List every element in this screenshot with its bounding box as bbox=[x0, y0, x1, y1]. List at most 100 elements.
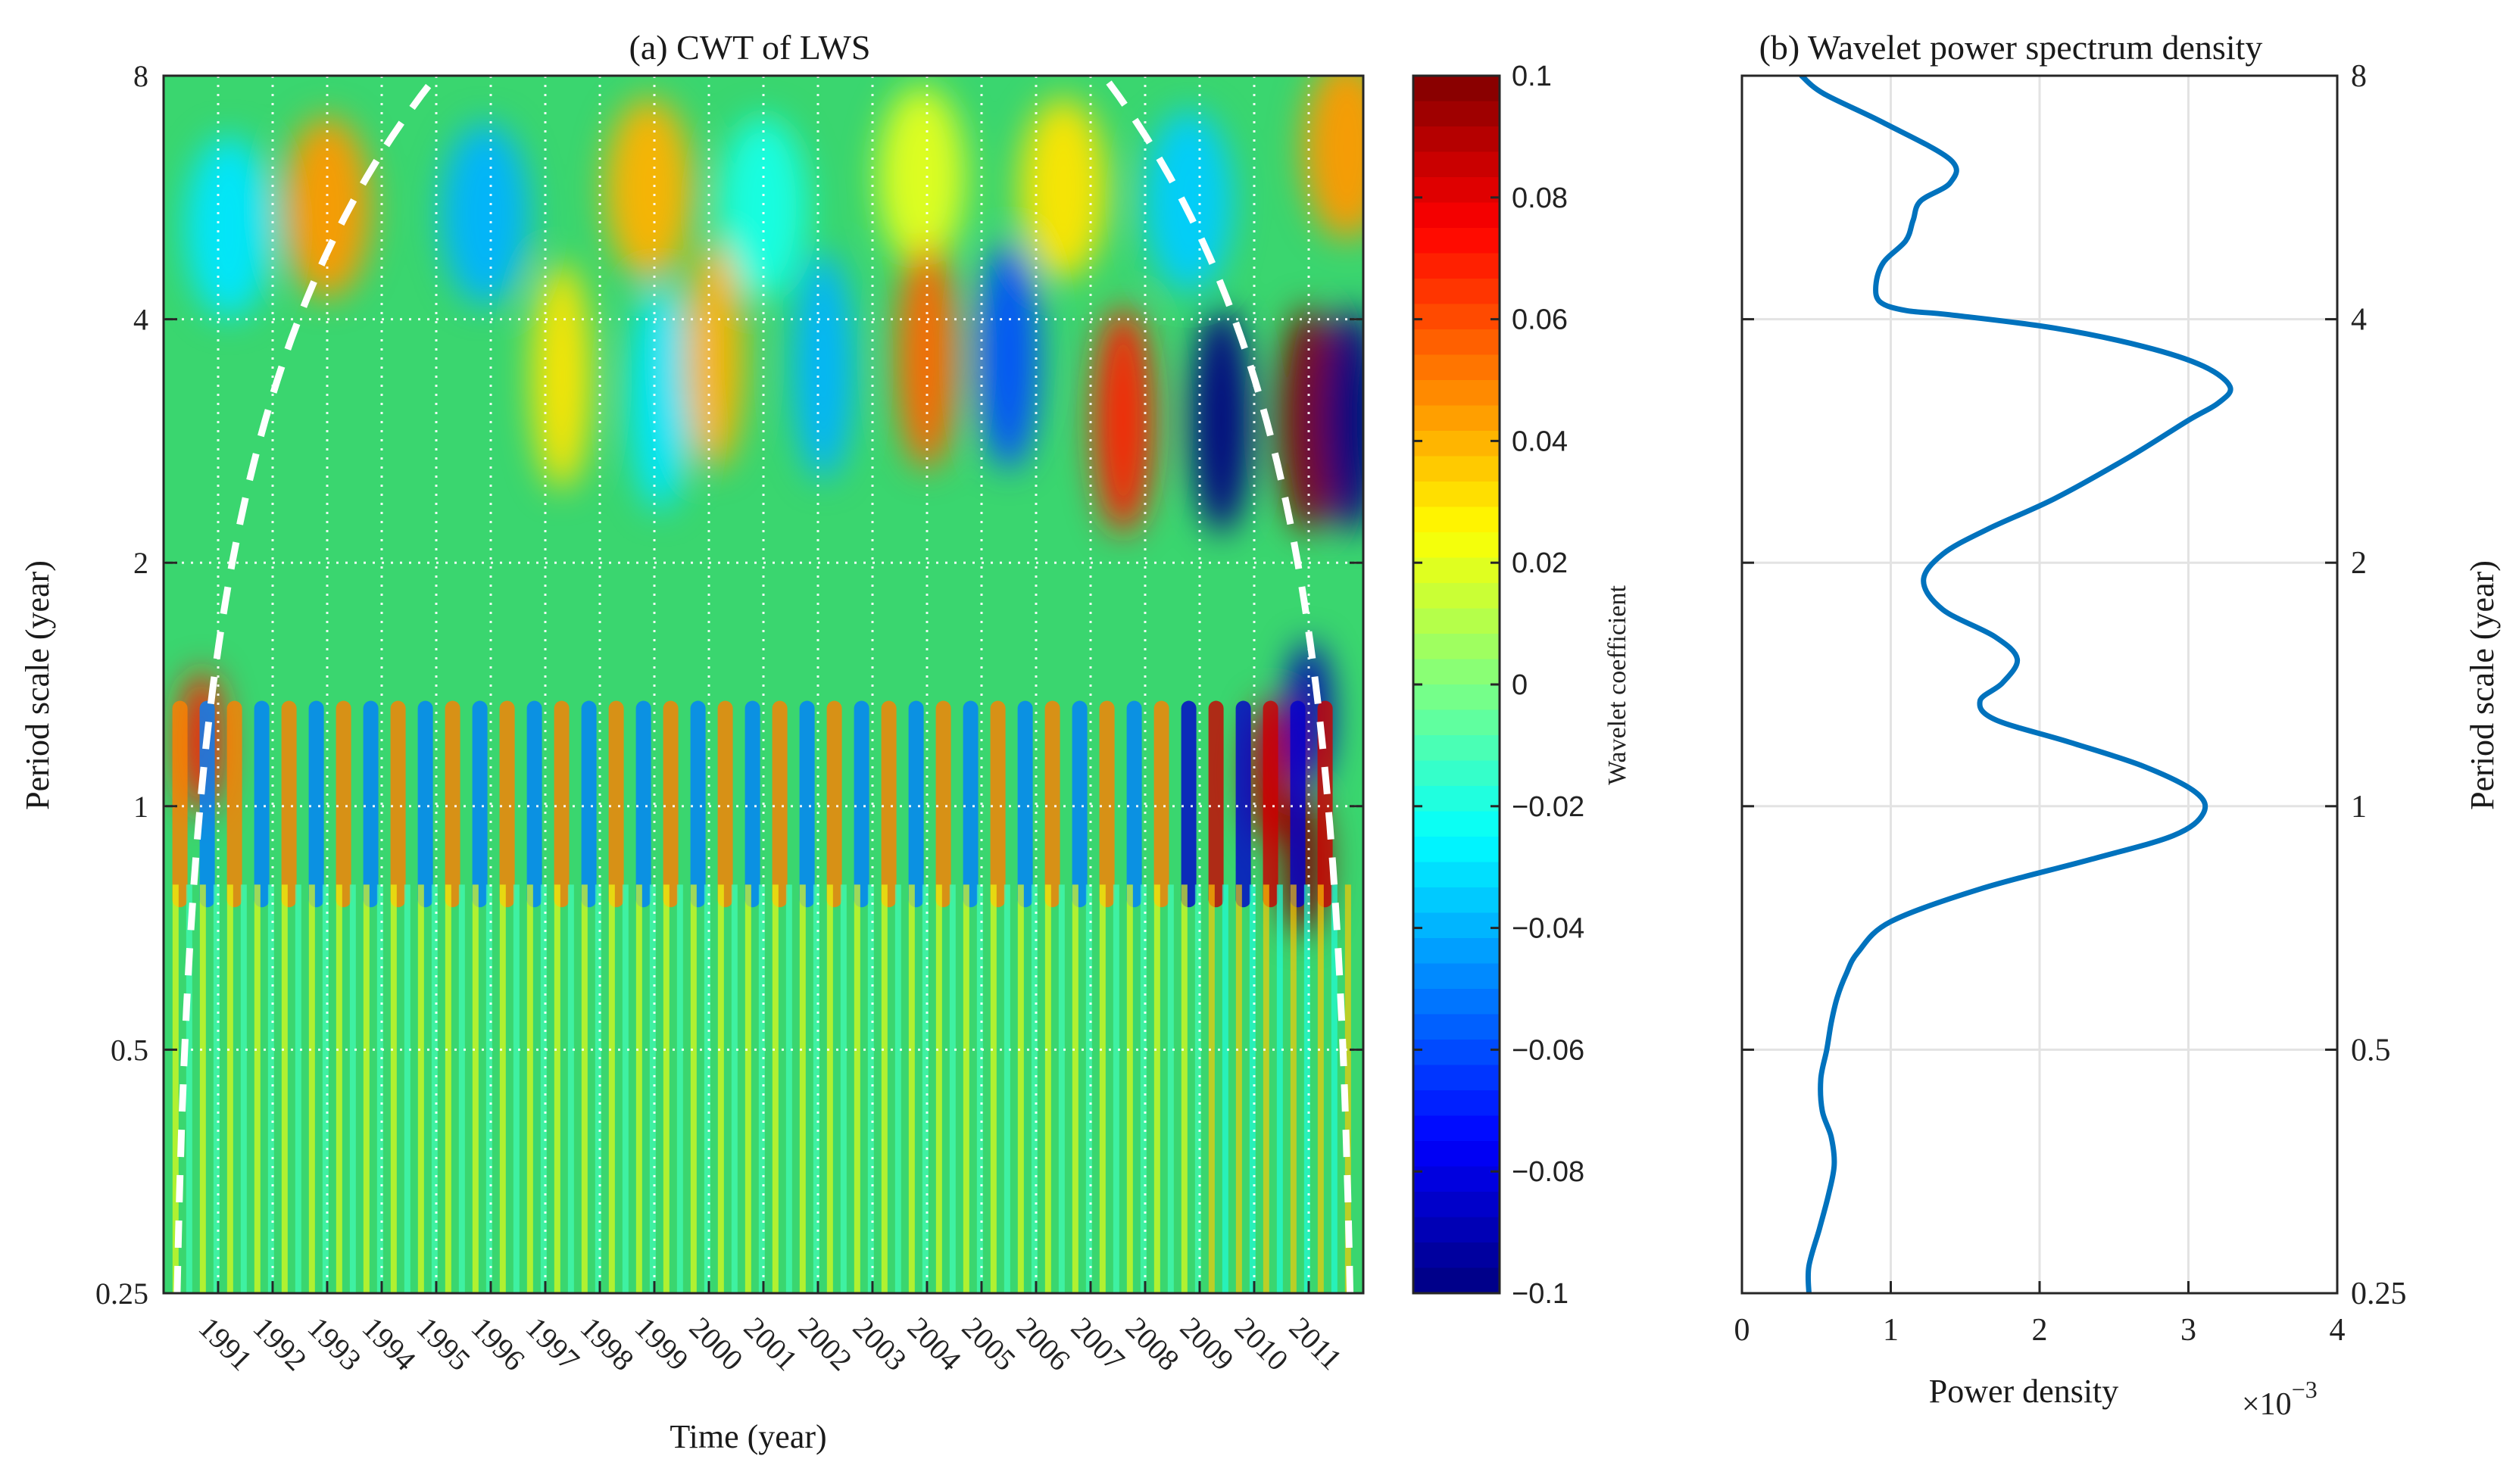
subannual-stripe bbox=[649, 884, 656, 1293]
panel-b-y-label: Period scale (year) bbox=[2464, 560, 2501, 810]
annual-band-stripe bbox=[472, 700, 488, 908]
panel-b-x-tick-label: 2 bbox=[2032, 1313, 2048, 1348]
x-tick-label: 1996 bbox=[465, 1311, 532, 1377]
colorbar-tick-label: −0.08 bbox=[1512, 1156, 1584, 1188]
colorbar-label: Wavelet coefficient bbox=[1603, 585, 1631, 785]
panel-b-y-tick-label: 0.25 bbox=[2351, 1277, 2407, 1311]
subannual-stripe bbox=[608, 884, 615, 1293]
cone-of-influence-right bbox=[1100, 76, 1354, 1293]
subannual-stripe bbox=[1167, 884, 1174, 1293]
subannual-stripe bbox=[199, 884, 206, 1293]
colorbar-step bbox=[1413, 482, 1500, 508]
subannual-stripe bbox=[1194, 884, 1201, 1293]
colorbar-step bbox=[1413, 963, 1500, 990]
subannual-stripe bbox=[1113, 884, 1119, 1293]
subannual-stripe bbox=[826, 884, 833, 1293]
subannual-stripe bbox=[635, 884, 642, 1293]
colorbar-step bbox=[1413, 405, 1500, 432]
subannual-stripe bbox=[363, 884, 370, 1293]
annual-band-stripe bbox=[854, 700, 869, 908]
subannual-stripe bbox=[963, 884, 969, 1293]
colorbar-step bbox=[1413, 279, 1500, 305]
annual-band-stripe bbox=[390, 700, 406, 908]
subannual-stripe bbox=[622, 884, 629, 1293]
annual-band-stripe bbox=[581, 700, 597, 908]
annual-band-stripe bbox=[1208, 700, 1224, 908]
heatmap-feature bbox=[1322, 307, 1363, 535]
colorbar-step bbox=[1413, 507, 1500, 533]
x-tick-label: 1991 bbox=[192, 1311, 259, 1377]
subannual-stripe bbox=[336, 884, 342, 1293]
subannual-stripe bbox=[717, 884, 724, 1293]
subannual-stripe bbox=[349, 884, 356, 1293]
subannual-stripe bbox=[186, 884, 192, 1293]
annual-band-stripe bbox=[1181, 700, 1197, 908]
annual-band-stripe bbox=[254, 700, 270, 908]
annual-band-stripe bbox=[690, 700, 706, 908]
x-tick-label: 2004 bbox=[901, 1311, 968, 1377]
panel-a-x-ticks: 1991199219931994199519961997199819992000… bbox=[192, 1281, 1349, 1377]
panel-b-x-ticks: 0 1 2 3 4 bbox=[1734, 1281, 2346, 1348]
panel-b-x-label: Power density bbox=[1929, 1373, 2119, 1410]
heatmap-feature bbox=[1019, 98, 1107, 280]
subannual-stripe bbox=[308, 884, 315, 1293]
colorbar-tick-label: −0.04 bbox=[1512, 913, 1584, 945]
annual-band-stripe bbox=[1317, 700, 1333, 908]
subannual-stripe bbox=[1153, 884, 1160, 1293]
annual-band-stripe bbox=[308, 700, 324, 908]
colorbar-step bbox=[1413, 1115, 1500, 1142]
colorbar-step bbox=[1413, 1040, 1500, 1066]
heatmap-feature bbox=[283, 116, 371, 298]
annual-band-stripe bbox=[663, 700, 679, 908]
colorbar-step bbox=[1413, 837, 1500, 863]
subannual-stripe bbox=[704, 884, 710, 1293]
psd-series-line bbox=[1799, 76, 2233, 1293]
x-tick-label: 1997 bbox=[520, 1311, 586, 1377]
subannual-stripe bbox=[1222, 884, 1228, 1293]
subannual-stripe bbox=[240, 884, 247, 1293]
annual-band-stripe bbox=[226, 700, 242, 908]
colorbar-step bbox=[1413, 76, 1500, 102]
colorbar-tick-label: 0.1 bbox=[1512, 61, 1552, 92]
subannual-stripe bbox=[1290, 884, 1297, 1293]
subannual-stripe bbox=[267, 884, 274, 1293]
subannual-stripe bbox=[554, 884, 560, 1293]
colorbar-step bbox=[1413, 1141, 1500, 1168]
subannual-stripe bbox=[1235, 884, 1242, 1293]
subannual-stripe bbox=[445, 884, 451, 1293]
colorbar-step bbox=[1413, 1090, 1500, 1117]
annual-band-stripe bbox=[608, 700, 624, 908]
x-tick-label: 2008 bbox=[1119, 1311, 1186, 1377]
colorbar-step bbox=[1413, 557, 1500, 584]
subannual-stripe bbox=[1317, 884, 1324, 1293]
x-tick-label: 1999 bbox=[629, 1311, 695, 1377]
panel-b-y-ticks: 0.25 0.5 1 2 4 8 bbox=[1742, 59, 2407, 1311]
colorbar-step bbox=[1413, 735, 1500, 762]
panel-b-x-multiplier-exponent: −3 bbox=[2292, 1376, 2318, 1403]
subannual-stripe bbox=[540, 884, 547, 1293]
annual-band-stripe bbox=[445, 700, 460, 908]
subannual-stripe bbox=[595, 884, 601, 1293]
colorbar-step bbox=[1413, 253, 1500, 279]
colorbar-step bbox=[1413, 1065, 1500, 1091]
subannual-stripe bbox=[567, 884, 574, 1293]
annual-band-stripe bbox=[1153, 700, 1169, 908]
x-tick-label: 2003 bbox=[847, 1311, 913, 1377]
panel-b: (b) Wavelet power spectrum density 0 1 2 3 4… bbox=[1734, 28, 2502, 1422]
y-tick-label: 2 bbox=[133, 546, 148, 580]
subannual-stripe bbox=[1058, 884, 1065, 1293]
heatmap-feature bbox=[719, 116, 807, 298]
subannual-stripe bbox=[1140, 884, 1147, 1293]
heatmap-feature bbox=[1144, 110, 1233, 292]
subannual-stripe bbox=[840, 884, 847, 1293]
x-tick-label: 2007 bbox=[1065, 1311, 1132, 1377]
annual-band-stripe bbox=[1017, 700, 1033, 908]
heatmap-feature bbox=[531, 263, 592, 491]
subannual-stripe bbox=[935, 884, 942, 1293]
colorbar-tick-label: 0.02 bbox=[1512, 547, 1568, 579]
colorbar-step bbox=[1413, 151, 1500, 178]
x-tick-label: 2001 bbox=[738, 1311, 804, 1377]
colorbar-step bbox=[1413, 912, 1500, 939]
y-tick-label: 0.5 bbox=[111, 1033, 148, 1067]
